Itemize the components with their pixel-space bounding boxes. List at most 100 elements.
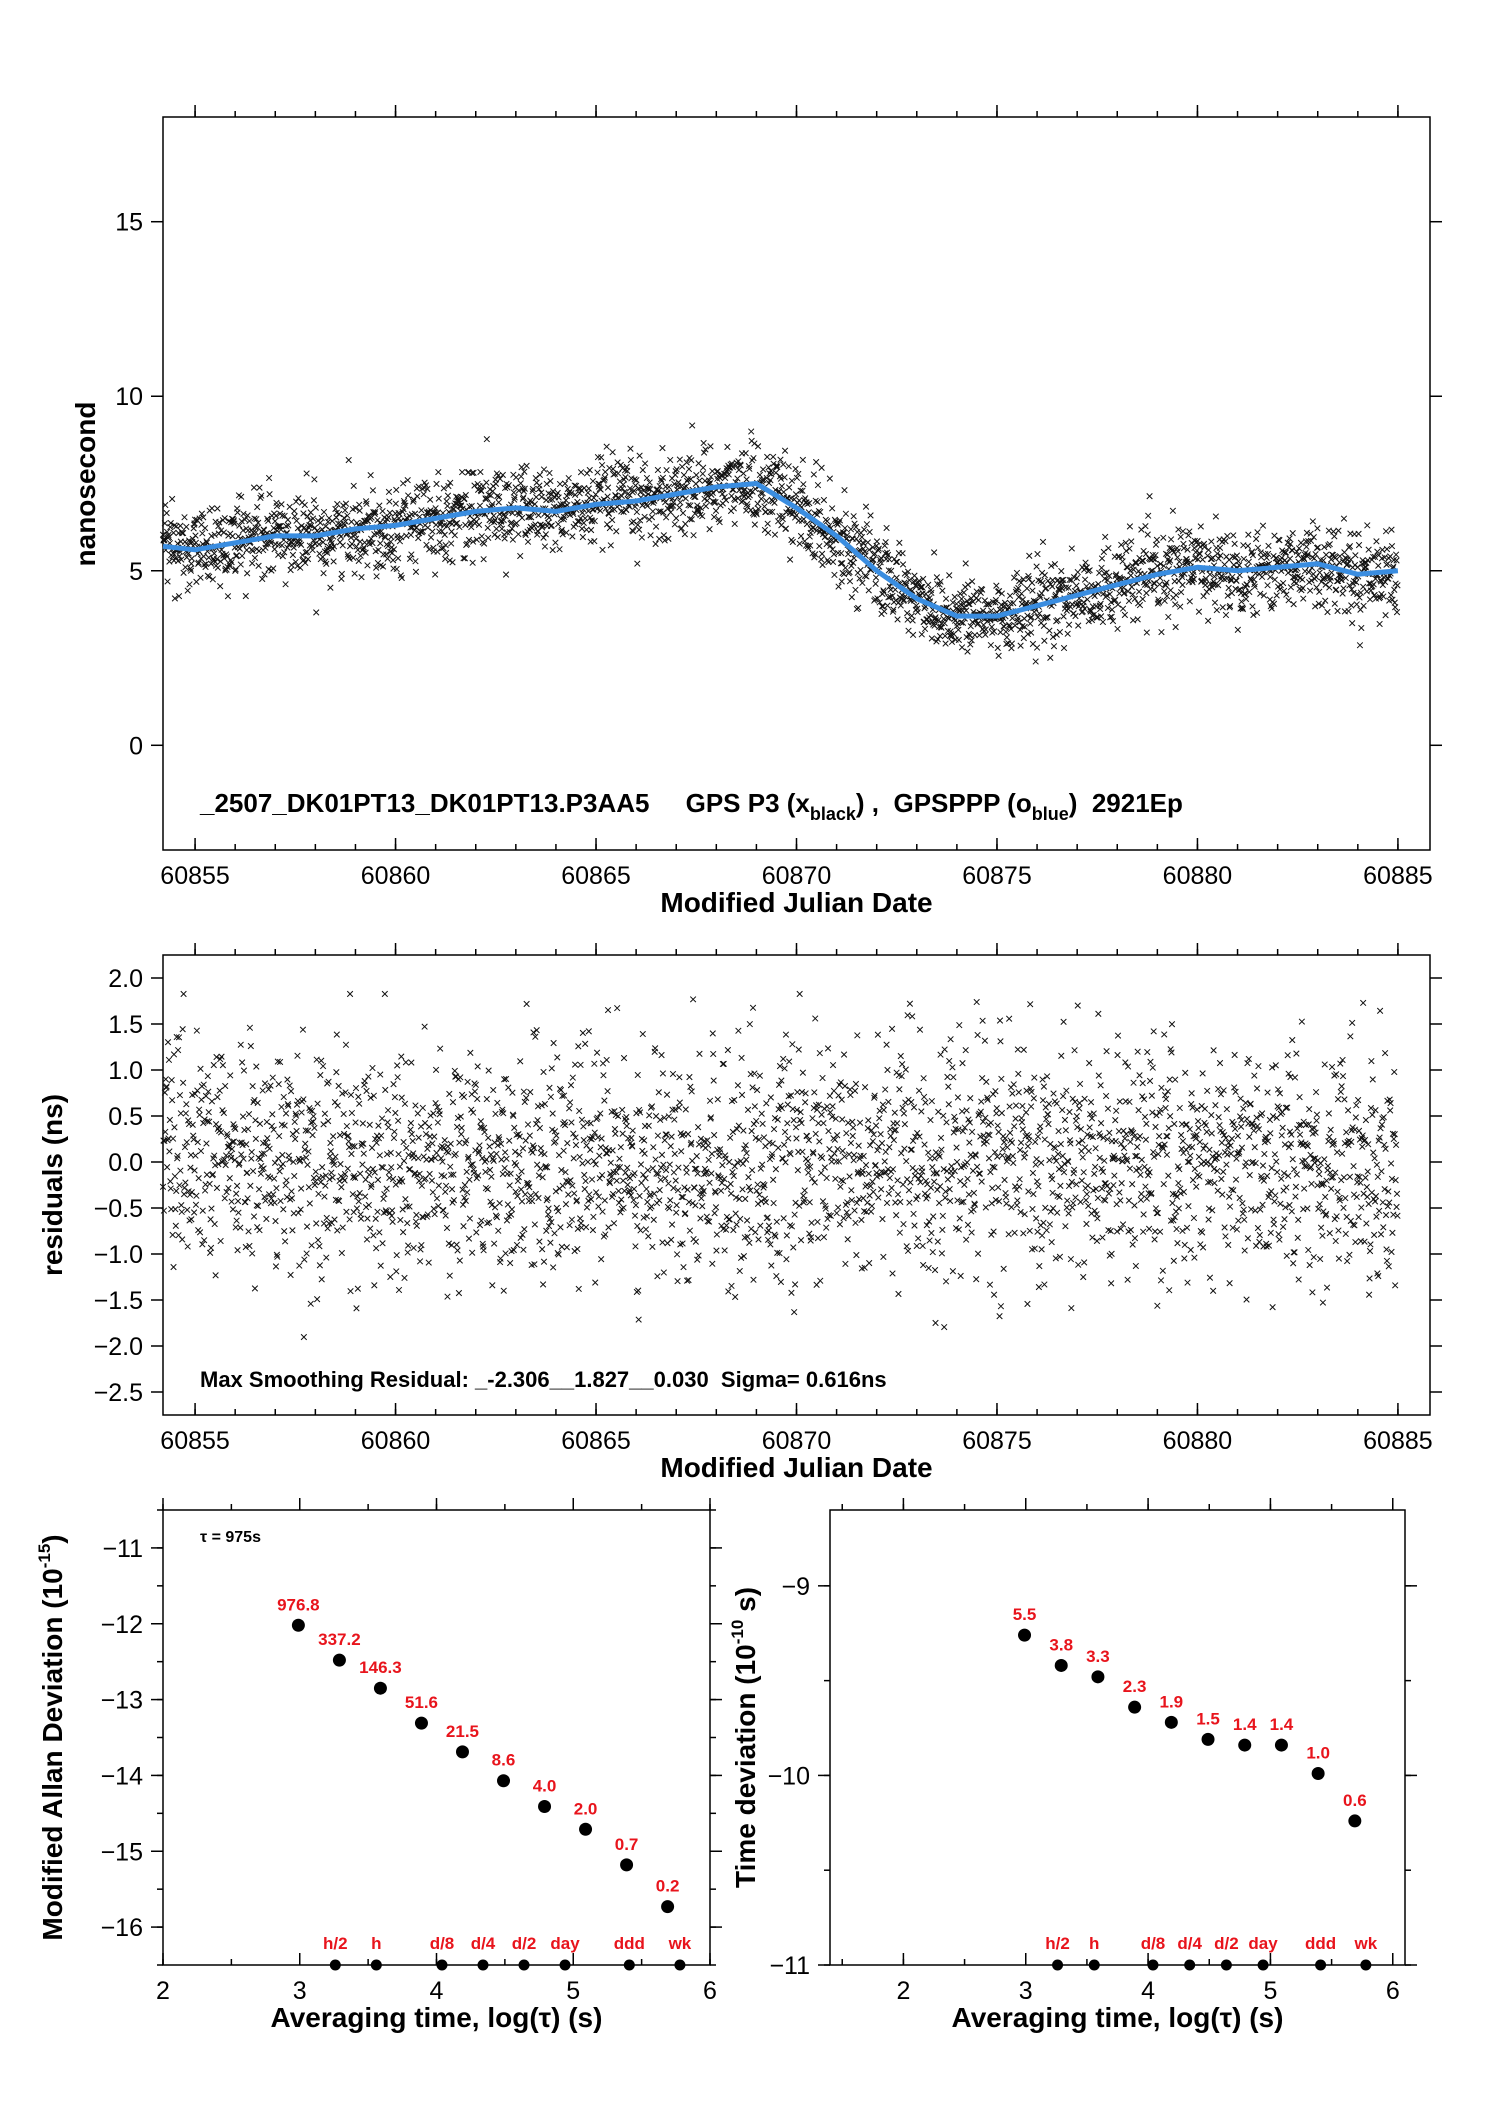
residual-point (561, 1121, 569, 1129)
residual-point (237, 1041, 244, 1048)
residual-point (957, 1272, 964, 1280)
residual-point (457, 1113, 464, 1120)
gps-p3-point (997, 629, 1004, 636)
residual-point (574, 1225, 581, 1232)
residual-point (891, 1127, 898, 1134)
gps-p3-point (1031, 608, 1038, 616)
residual-point (175, 1034, 183, 1041)
residual-point (298, 1109, 305, 1116)
residual-point (586, 1191, 593, 1198)
residual-point (991, 1149, 999, 1156)
residual-point (783, 1256, 790, 1263)
residual-point (1048, 1238, 1055, 1246)
gps-p3-point (596, 480, 603, 488)
residual-point (540, 1068, 547, 1076)
gps-p3-point (957, 590, 964, 597)
residual-point (464, 1078, 471, 1086)
residual-point (660, 1269, 667, 1276)
residual-point (632, 1243, 639, 1250)
residual-point (986, 1131, 993, 1139)
residual-point (887, 1132, 894, 1140)
residual-point (371, 1282, 378, 1289)
residual-point (383, 1185, 390, 1192)
gps-p3-point (968, 637, 975, 644)
residual-point (698, 1184, 705, 1191)
residual-point (342, 1089, 349, 1096)
residual-point (781, 1128, 789, 1136)
residual-point (529, 1149, 536, 1156)
gps-p3-point (1166, 559, 1173, 566)
residual-point (195, 1106, 203, 1113)
residual-point (560, 1147, 567, 1154)
residual-point (731, 1163, 738, 1170)
residual-point (942, 1278, 950, 1285)
gps-p3-point (621, 467, 629, 474)
residual-point (162, 1076, 169, 1083)
residual-point (672, 1106, 679, 1113)
gps-p3-point (636, 517, 644, 524)
residual-point (1069, 1095, 1076, 1102)
residual-point (1027, 1103, 1035, 1110)
residual-point (743, 1156, 750, 1163)
residual-point (425, 1141, 432, 1148)
gps-p3-point (1126, 545, 1133, 552)
gps-p3-point (281, 512, 288, 520)
residual-point (474, 1095, 481, 1103)
gps-p3-point (998, 590, 1005, 597)
gps-p3-point (1182, 561, 1189, 568)
residual-point (1029, 1169, 1037, 1177)
residual-point (719, 1060, 726, 1068)
gps-p3-point (174, 557, 182, 565)
gps-p3-point (604, 484, 612, 491)
gps-p3-point (344, 512, 351, 519)
gps-p3-point (974, 620, 982, 627)
residual-point (789, 1041, 796, 1048)
residual-point (458, 1131, 465, 1138)
gps-p3-point (556, 480, 564, 488)
gps-p3-point (912, 582, 919, 589)
gps-p3-point (681, 531, 689, 538)
residual-point (828, 1113, 836, 1120)
residual-point (362, 1176, 369, 1183)
residual-point (917, 1179, 924, 1186)
gps-p3-point (1011, 574, 1018, 581)
residual-point (583, 1204, 591, 1211)
gps-p3-point (630, 487, 638, 494)
gps-p3-point (1017, 642, 1024, 649)
gps-p3-point (589, 477, 597, 485)
residual-point (554, 1054, 561, 1061)
residual-point (725, 1216, 732, 1223)
residual-point (223, 1188, 230, 1196)
residual-point (440, 1144, 447, 1151)
gps-p3-point (294, 525, 302, 532)
residual-point (1038, 1232, 1046, 1239)
gps-p3-point (434, 548, 441, 555)
gps-p3-point (831, 571, 838, 579)
gps-p3-point (692, 493, 699, 501)
residual-point (247, 1042, 254, 1050)
gps-p3-point (697, 504, 705, 511)
residual-point (442, 1182, 450, 1190)
residual-point (949, 1064, 956, 1071)
residual-point (909, 1013, 916, 1020)
residual-point (212, 1272, 219, 1279)
gps-p3-point (601, 476, 608, 483)
residual-point (281, 1238, 289, 1245)
residual-point (235, 1209, 242, 1216)
gps-p3-point (333, 514, 340, 521)
residual-point (606, 1178, 613, 1185)
gps-p3-point (613, 528, 620, 535)
gps-p3-point (1096, 569, 1103, 577)
residual-point (926, 1237, 933, 1244)
residual-point (171, 1173, 179, 1180)
residual-point (626, 1186, 633, 1194)
residual-point (748, 1127, 755, 1135)
gps-p3-point (751, 440, 758, 447)
gps-p3-point (614, 470, 622, 477)
gps-p3-point (367, 471, 374, 479)
residual-point (639, 1030, 646, 1038)
residual-point (841, 1082, 849, 1090)
residual-point (727, 1180, 734, 1188)
residual-point (990, 1228, 997, 1235)
gps-p3-point (1106, 572, 1113, 580)
